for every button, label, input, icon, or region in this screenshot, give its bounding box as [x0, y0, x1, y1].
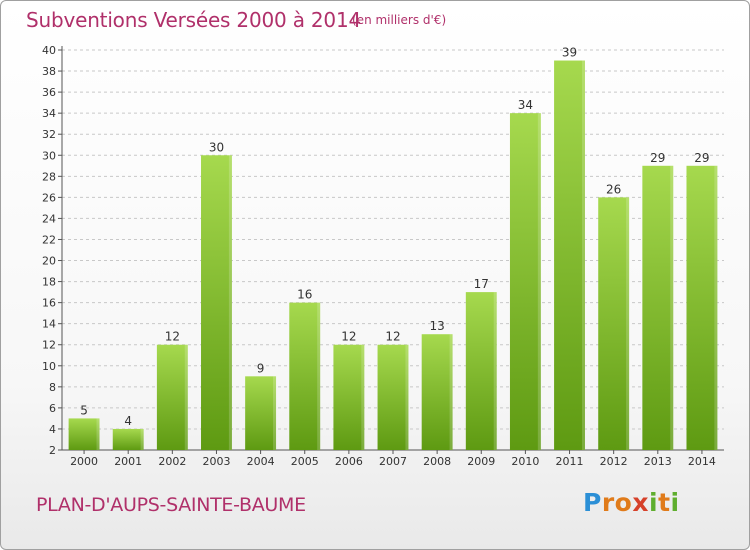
proxiti-logo: Proxiti	[583, 488, 680, 517]
data-label-2013: 29	[650, 151, 665, 165]
bar-highlight-2001	[140, 428, 144, 450]
bar-2009	[465, 292, 497, 450]
data-labels: 5 4 12 30 9 16 12 12 13 17 34 39 26 29 29	[80, 46, 709, 428]
bar-2013	[642, 165, 674, 450]
y-tick-label: 8	[49, 381, 56, 394]
data-label-2010: 34	[518, 98, 533, 112]
bar-2000	[68, 418, 100, 450]
y-tick-label: 2	[49, 444, 56, 457]
x-tick-label-2004: 2004	[247, 455, 275, 468]
y-tick-label: 30	[42, 149, 56, 162]
x-tick-label-2011: 2011	[556, 455, 584, 468]
bar-highlight-2002	[184, 344, 188, 450]
bar-highlight-2014	[714, 165, 718, 450]
bar-2011	[554, 60, 585, 451]
x-tick-label-2009: 2009	[467, 455, 495, 468]
bar-2002	[156, 344, 188, 450]
y-tick-label: 36	[42, 86, 56, 99]
y-tick-label: 20	[42, 255, 56, 268]
x-tick-label-2005: 2005	[291, 455, 319, 468]
bar-2004	[245, 376, 277, 450]
bar-2014	[686, 165, 718, 450]
bar-highlight-2010	[537, 113, 541, 450]
y-tick-label: 40	[42, 44, 56, 57]
bars	[68, 60, 718, 451]
y-tick-label: 6	[49, 402, 56, 415]
y-tick-label: 22	[42, 233, 56, 246]
data-label-2002: 12	[165, 330, 180, 344]
x-tick-label-2010: 2010	[511, 455, 539, 468]
x-tick-label-2000: 2000	[70, 455, 98, 468]
chart-unit: (en milliers d'€)	[352, 13, 447, 27]
data-label-2012: 26	[606, 182, 621, 196]
y-tick-label: 18	[42, 276, 56, 289]
y-tick-label: 12	[42, 339, 56, 352]
bar-highlight-2000	[96, 418, 100, 450]
y-tick-label: 28	[42, 170, 56, 183]
bar-highlight-2008	[449, 334, 453, 450]
data-label-2009: 17	[474, 277, 489, 291]
y-tick-label: 14	[42, 318, 56, 331]
bar-2005	[289, 302, 321, 450]
x-tick-label-2003: 2003	[202, 455, 230, 468]
bar-2012	[598, 197, 630, 450]
bar-highlight-2006	[361, 344, 365, 450]
x-tick-label-2012: 2012	[600, 455, 628, 468]
y-tick-label: 10	[42, 360, 56, 373]
data-label-2005: 16	[297, 288, 312, 302]
x-tick-label-2001: 2001	[114, 455, 142, 468]
x-tick-label-2008: 2008	[423, 455, 451, 468]
bar-highlight-2011	[581, 60, 585, 451]
data-label-2001: 4	[124, 414, 132, 428]
x-tick-label-2007: 2007	[379, 455, 407, 468]
bar-2010	[509, 113, 541, 450]
bar-highlight-2004	[273, 376, 277, 450]
bar-2007	[377, 344, 409, 450]
data-label-2008: 13	[429, 319, 444, 333]
chart-title: Subventions Versées 2000 à 2014	[26, 8, 362, 32]
y-tick-label: 4	[49, 423, 56, 436]
bar-highlight-2013	[670, 165, 674, 450]
x-tick-label-2014: 2014	[688, 455, 716, 468]
x-tick-label-2006: 2006	[335, 455, 363, 468]
bar-highlight-2005	[317, 302, 321, 450]
y-tick-label: 16	[42, 297, 56, 310]
bar-highlight-2007	[405, 344, 409, 450]
x-tick-label-2002: 2002	[158, 455, 186, 468]
x-tick-label-2013: 2013	[644, 455, 672, 468]
bar-highlight-2012	[626, 197, 630, 450]
y-tick-label: 38	[42, 65, 56, 78]
bar-2008	[421, 334, 453, 450]
bar-2003	[201, 155, 232, 450]
data-label-2003: 30	[209, 140, 224, 154]
y-tick-label: 34	[42, 107, 56, 120]
x-tick-labels: 2000 2001 2002 2003 2004 2005 2006 2007 2008 2009…	[70, 455, 716, 468]
bar-2001	[112, 428, 144, 450]
data-label-2000: 5	[80, 403, 88, 417]
bar-highlight-2009	[493, 292, 497, 450]
bar-2006	[333, 344, 365, 450]
data-label-2014: 29	[694, 151, 709, 165]
data-label-2004: 9	[257, 361, 265, 375]
y-tick-label: 26	[42, 191, 56, 204]
data-label-2006: 12	[341, 330, 356, 344]
data-label-2011: 39	[562, 46, 577, 60]
y-tick-label: 32	[42, 128, 56, 141]
commune-name: PLAN-D'AUPS-SAINTE-BAUME	[36, 494, 306, 516]
bar-highlight-2003	[228, 155, 232, 450]
data-label-2007: 12	[385, 330, 400, 344]
y-tick-label: 24	[42, 212, 56, 225]
